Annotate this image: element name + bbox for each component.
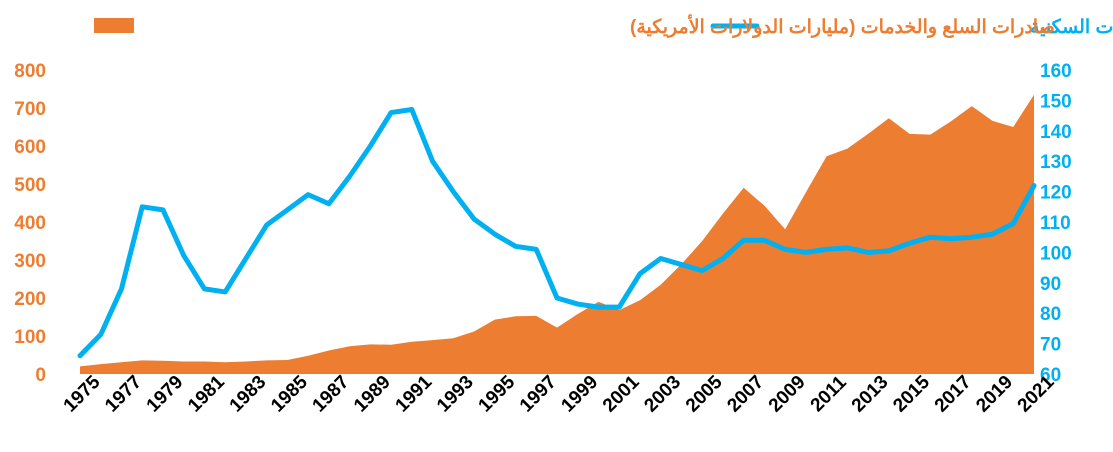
legend-label-house-price-index: مؤشر أسعار العقارات السكنية bbox=[1030, 13, 1113, 38]
right-axis-tick-label: 150 bbox=[1040, 91, 1072, 112]
legend-area-swatch bbox=[94, 18, 134, 33]
right-axis-tick-label: 90 bbox=[1040, 274, 1061, 295]
left-axis-tick-label: 800 bbox=[14, 61, 46, 82]
x-axis-tick-label: 2019 bbox=[972, 372, 1017, 417]
x-axis-tick-label: 1989 bbox=[350, 372, 395, 417]
x-axis-tick-label: 2017 bbox=[931, 372, 976, 417]
x-axis-tick-label: 2009 bbox=[765, 372, 810, 417]
x-axis-tick-label: 1977 bbox=[101, 372, 146, 417]
right-axis-tick-label: 130 bbox=[1040, 152, 1072, 173]
x-axis-tick-label: 1999 bbox=[557, 372, 602, 417]
x-axis-tick-label: 1985 bbox=[267, 371, 312, 416]
x-axis-tick-label: 2007 bbox=[723, 372, 768, 417]
x-axis-tick-label: 2015 bbox=[889, 371, 934, 416]
house-price-index-line bbox=[77, 107, 1037, 359]
x-axis-tick-label: 1993 bbox=[433, 372, 478, 417]
x-axis-tick-label: 1983 bbox=[226, 372, 271, 417]
left-axis-tick-label: 300 bbox=[14, 251, 46, 272]
x-axis-tick-label: 1991 bbox=[392, 371, 437, 416]
right-axis-tick-label: 70 bbox=[1040, 335, 1061, 356]
x-axis-tick-label: 1987 bbox=[309, 372, 354, 417]
right-axis-tick-label: 160 bbox=[1040, 61, 1072, 82]
right-axis-tick-label: 100 bbox=[1040, 243, 1072, 264]
right-axis-tick-label: 80 bbox=[1040, 304, 1061, 325]
x-axis-tick-label: 2001 bbox=[599, 371, 644, 416]
right-axis-tick-label: 140 bbox=[1040, 122, 1072, 143]
x-axis-tick-label: 2003 bbox=[640, 372, 685, 417]
right-axis-tick-label: 120 bbox=[1040, 183, 1072, 204]
left-axis-tick-label: 200 bbox=[14, 289, 46, 310]
left-axis-tick-label: 500 bbox=[14, 175, 46, 196]
left-axis-tick-label: 0 bbox=[35, 365, 46, 386]
left-axis-tick-label: 400 bbox=[14, 213, 46, 234]
line-layer bbox=[77, 107, 1037, 359]
left-axis-tick-label: 600 bbox=[14, 137, 46, 158]
x-axis-tick-label: 1979 bbox=[143, 372, 188, 417]
right-axis-tick-label: 60 bbox=[1040, 365, 1061, 386]
x-axis-tick-label: 2013 bbox=[848, 372, 893, 417]
right-axis-tick-label: 110 bbox=[1040, 213, 1071, 234]
x-axis-tick-label: 1997 bbox=[516, 372, 561, 417]
area-layer bbox=[80, 94, 1034, 374]
x-axis-tick-label: 1975 bbox=[60, 371, 105, 416]
left-axis-tick-label: 700 bbox=[14, 99, 46, 120]
legend-label-exports: صادرات السلع والخدمات (مليارات الدولارات… bbox=[630, 14, 1055, 38]
x-axis-tick-label: 1981 bbox=[184, 371, 229, 416]
legend: مؤشر أسعار العقارات السكنية صادرات السلع… bbox=[94, 13, 1113, 38]
x-axis-tick-label: 2005 bbox=[682, 371, 727, 416]
left-axis-tick-label: 100 bbox=[14, 327, 46, 348]
x-axis-tick-label: 1995 bbox=[475, 371, 520, 416]
exports-area bbox=[80, 94, 1034, 374]
x-axis-tick-label: 2011 bbox=[807, 372, 851, 416]
